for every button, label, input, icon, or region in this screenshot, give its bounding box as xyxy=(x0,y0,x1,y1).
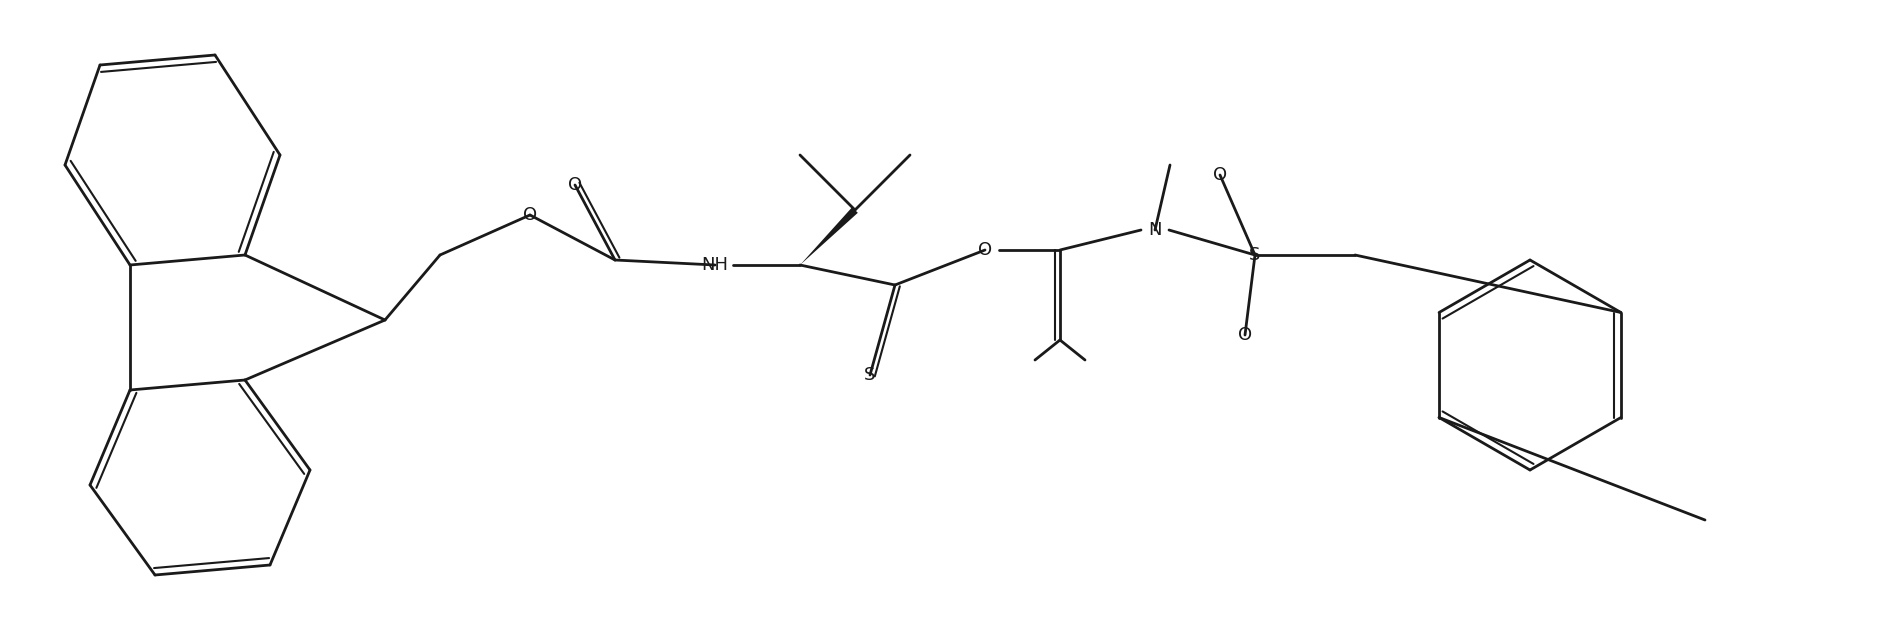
Polygon shape xyxy=(799,207,858,265)
Text: S: S xyxy=(864,366,875,384)
Text: N: N xyxy=(1148,221,1161,239)
Text: O: O xyxy=(1212,166,1227,184)
Text: O: O xyxy=(1239,326,1252,344)
Text: O: O xyxy=(523,206,538,224)
Text: O: O xyxy=(568,176,581,194)
Text: NH: NH xyxy=(701,256,729,274)
Text: O: O xyxy=(977,241,992,259)
Text: S: S xyxy=(1250,246,1261,264)
